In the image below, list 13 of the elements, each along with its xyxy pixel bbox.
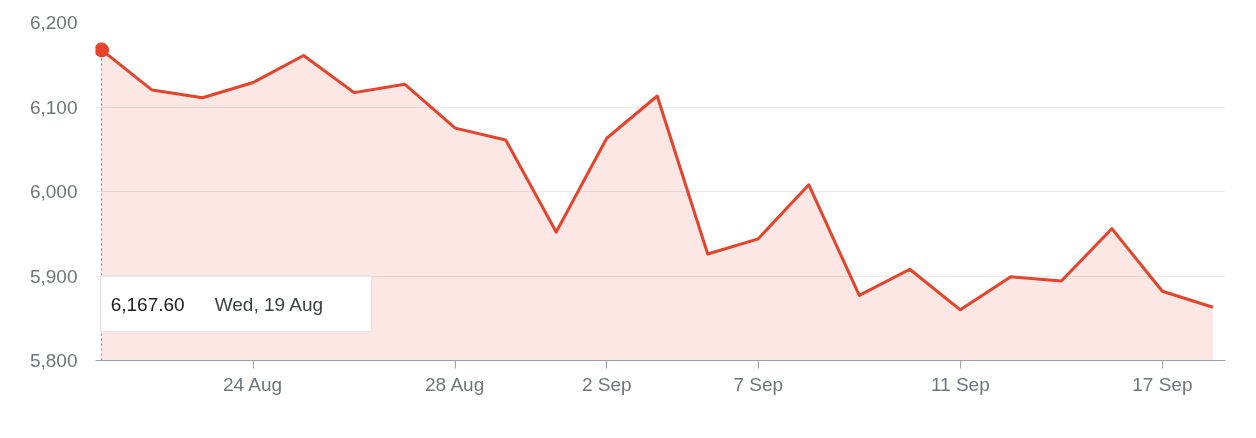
y-tick-label: 5,800 bbox=[29, 350, 78, 371]
x-tick-label: 28 Aug bbox=[425, 373, 485, 395]
y-tick-label: 6,100 bbox=[29, 96, 78, 118]
annotation: Wed, 19 Aug bbox=[214, 293, 324, 315]
y-tick-label: 6,000 bbox=[29, 181, 78, 202]
x-tick-label: 11 Sep bbox=[930, 373, 990, 395]
x-tick-label: 17 Sep bbox=[1132, 373, 1193, 395]
y-tick-label: 6,200 bbox=[29, 12, 78, 33]
x-tick-label: 2 Sep bbox=[581, 373, 632, 395]
x-tick-label: 24 Aug bbox=[222, 373, 283, 395]
x-tick-label: 7 Sep bbox=[733, 373, 784, 395]
annotation: 6,167.60 bbox=[110, 293, 185, 315]
y-tick-label: 5,900 bbox=[29, 265, 78, 287]
